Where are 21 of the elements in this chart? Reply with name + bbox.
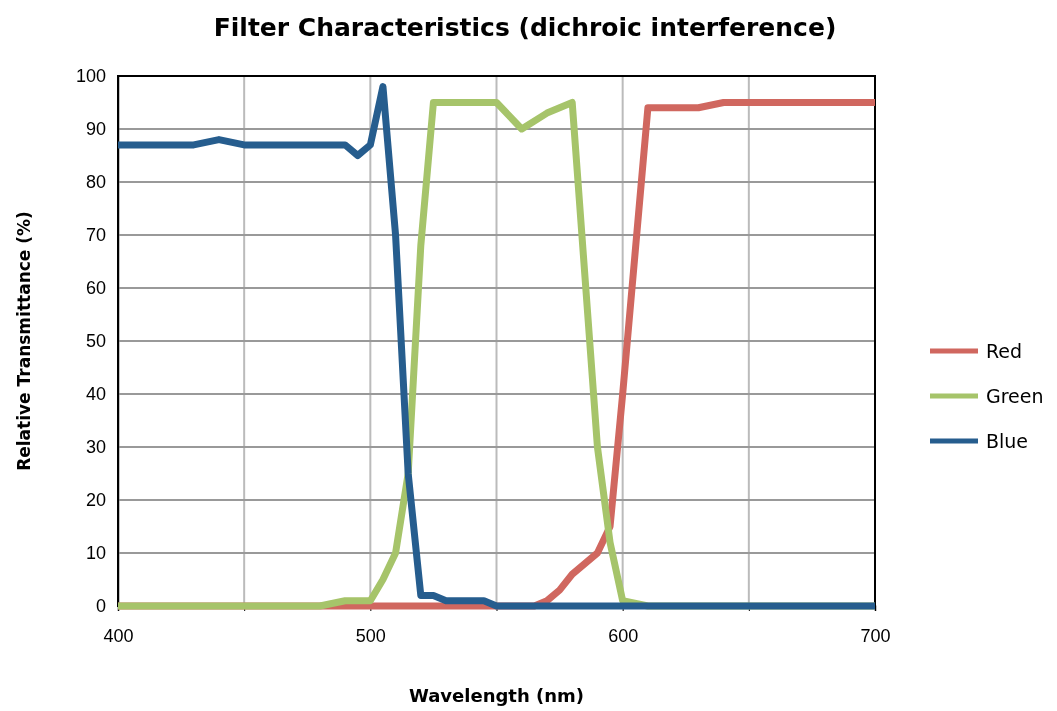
y-tick-label: 30 xyxy=(85,437,106,458)
y-tick-label: 70 xyxy=(85,225,106,246)
y-tick-label: 100 xyxy=(75,66,106,87)
x-tick-label: 600 xyxy=(608,625,639,646)
y-tick-label: 90 xyxy=(85,119,106,140)
y-tick-label: 10 xyxy=(85,543,106,564)
x-axis-title: Wavelength (nm) xyxy=(408,685,585,706)
y-tick-label: 60 xyxy=(85,278,106,299)
legend-label: Blue xyxy=(986,430,1029,452)
y-axis-title: Relative Transmittance (%) xyxy=(14,211,34,471)
y-tick-label: 40 xyxy=(85,384,106,405)
x-tick-label: 400 xyxy=(103,625,134,646)
y-tick-label: 20 xyxy=(85,490,106,511)
legend-label: Red xyxy=(986,340,1023,362)
y-tick-label: 0 xyxy=(95,596,106,617)
y-tick-label: 50 xyxy=(85,331,106,352)
y-tick-label: 80 xyxy=(85,172,106,193)
x-tick-label: 700 xyxy=(860,625,891,646)
chart-title: Filter Characteristics (dichroic interference) xyxy=(213,13,837,42)
x-tick-label: 500 xyxy=(355,625,386,646)
legend-label: Green xyxy=(986,385,1044,407)
